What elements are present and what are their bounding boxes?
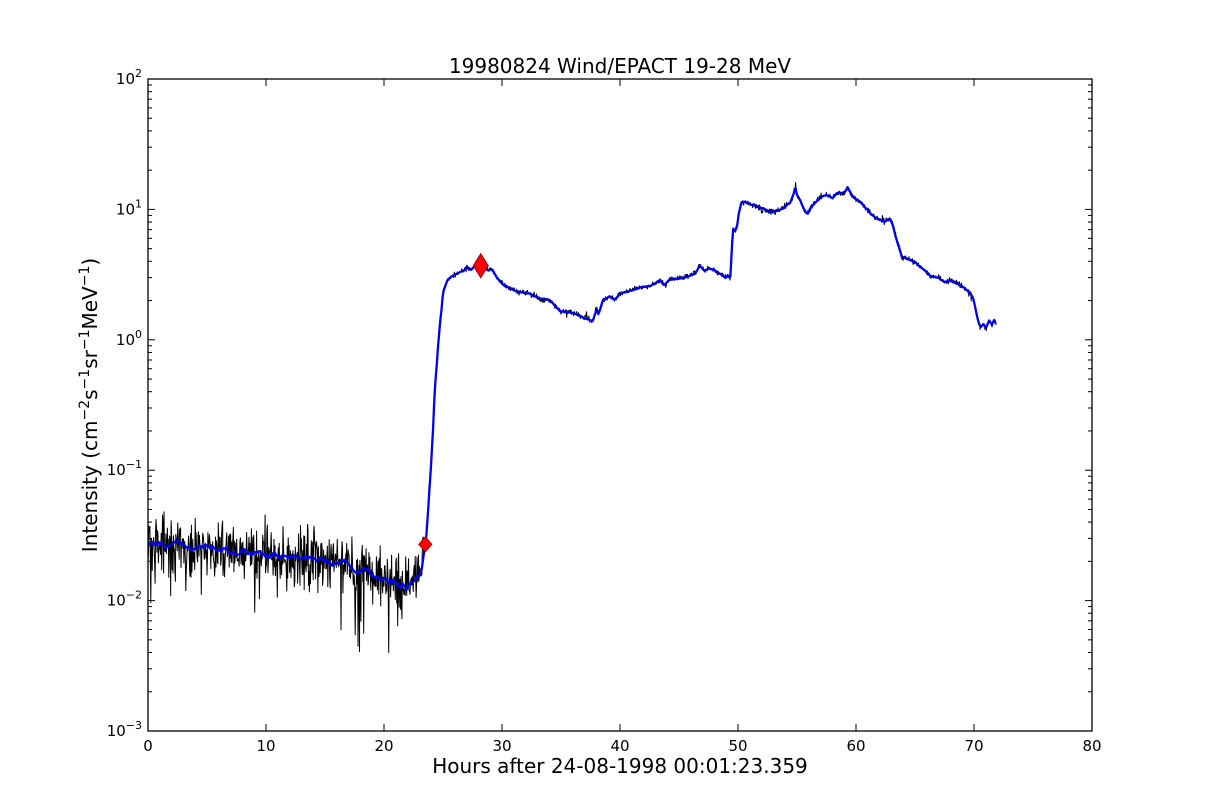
x-tick-label: 30 — [492, 737, 511, 755]
x-tick-label: 60 — [846, 737, 865, 755]
tick-label-group: 0 10 20 30 40 50 60 70 80 102 101 100 10−1 10−2 10−3 — [107, 67, 1102, 755]
peak-marker — [472, 252, 489, 279]
smoothed-series-line — [147, 186, 997, 591]
plot-background — [148, 79, 1092, 731]
x-axis-label: Hours after 24-08-1998 00:01:23.359 — [432, 754, 808, 778]
x-tick-label: 20 — [374, 737, 393, 755]
x-tick-label: 70 — [964, 737, 983, 755]
tick-group — [147, 78, 1093, 732]
y-tick-label: 102 — [116, 67, 142, 88]
y-tick-label: 101 — [116, 197, 142, 218]
y-tick-label: 10−2 — [107, 589, 142, 610]
x-tick-label: 40 — [610, 737, 629, 755]
y-tick-label: 10−1 — [107, 458, 142, 479]
x-tick-label: 10 — [256, 737, 275, 755]
y-axis-label: Intensity (cm−2s−1sr−1MeV−1) — [77, 258, 102, 552]
x-tick-label: 80 — [1082, 737, 1101, 755]
x-tick-label: 0 — [143, 737, 153, 755]
chart-title: 19980824 Wind/EPACT 19-28 MeV — [449, 54, 791, 78]
y-tick-label: 10−3 — [107, 719, 142, 740]
x-tick-label: 50 — [728, 737, 747, 755]
onset-marker — [418, 536, 433, 553]
series-group — [147, 182, 997, 653]
plot-border — [147, 78, 1093, 732]
y-tick-label: 100 — [116, 328, 142, 349]
marker-group — [418, 252, 489, 553]
